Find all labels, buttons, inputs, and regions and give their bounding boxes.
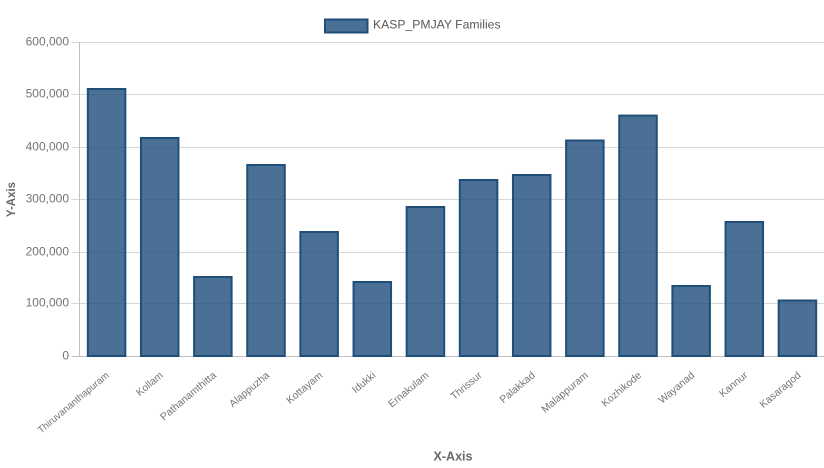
svg-text:Kasaragod: Kasaragod: [758, 370, 803, 411]
svg-text:Pathanamthitta: Pathanamthitta: [159, 370, 219, 423]
svg-text:500,000: 500,000: [26, 86, 70, 100]
svg-text:Thrissur: Thrissur: [449, 370, 485, 403]
svg-text:0: 0: [62, 348, 69, 362]
svg-text:600,000: 600,000: [26, 34, 70, 48]
svg-text:Palakkad: Palakkad: [498, 370, 538, 406]
svg-text:300,000: 300,000: [26, 191, 70, 205]
svg-text:100,000: 100,000: [26, 295, 70, 309]
svg-text:Kottayam: Kottayam: [285, 370, 325, 406]
svg-text:Ernakulam: Ernakulam: [387, 370, 432, 410]
svg-text:Kollam: Kollam: [134, 370, 165, 399]
svg-text:Alappuzha: Alappuzha: [228, 370, 273, 410]
svg-text:Idukki: Idukki: [351, 370, 379, 396]
svg-text:Y-Axis: Y-Axis: [6, 182, 18, 217]
svg-text:Malappuram: Malappuram: [540, 370, 591, 415]
svg-text:Wayanad: Wayanad: [657, 370, 697, 406]
svg-text:200,000: 200,000: [26, 244, 70, 258]
svg-text:Kannur: Kannur: [718, 370, 751, 400]
svg-text:KASP_PMJAY Families: KASP_PMJAY Families: [373, 17, 501, 31]
svg-text:X-Axis: X-Axis: [434, 450, 473, 464]
svg-text:Thiruvananthapuram: Thiruvananthapuram: [36, 370, 112, 436]
svg-text:Kozhikode: Kozhikode: [600, 370, 644, 410]
svg-text:400,000: 400,000: [26, 139, 70, 153]
